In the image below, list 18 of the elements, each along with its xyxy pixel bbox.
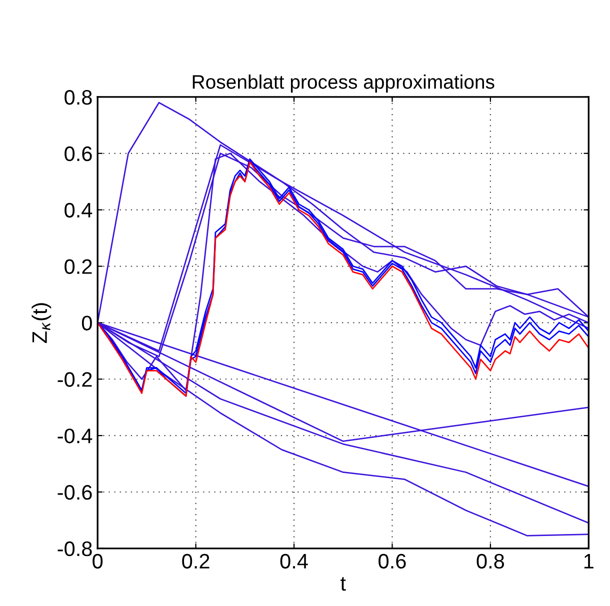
x-tick-label: 0.2: [182, 554, 210, 569]
x-tick-label: 0.8: [476, 554, 504, 569]
y-tick-label: 0.2: [64, 259, 92, 274]
y-tick-label: 0.8: [64, 90, 92, 105]
y-tick-label: 0.4: [64, 202, 92, 218]
chart-title: Rosenblatt process approximations: [192, 74, 494, 93]
y-tick-label: -0.8: [58, 541, 92, 556]
y-tick-label: 0: [82, 316, 92, 330]
y-axis-title: Z$_{κ}$(t): [32, 303, 52, 343]
y-tick-label: -0.2: [58, 372, 92, 387]
y-tick-label: -0.6: [58, 485, 92, 500]
x-tick-label: 0: [92, 554, 103, 569]
x-axis-title: t: [340, 577, 346, 591]
x-tick-label: 0.4: [280, 554, 308, 569]
y-tick-label: -0.4: [58, 428, 92, 444]
y-tick-label: 0.6: [64, 146, 92, 162]
x-tick-label: 1: [584, 554, 594, 568]
x-tick-label: 0.6: [378, 554, 406, 569]
